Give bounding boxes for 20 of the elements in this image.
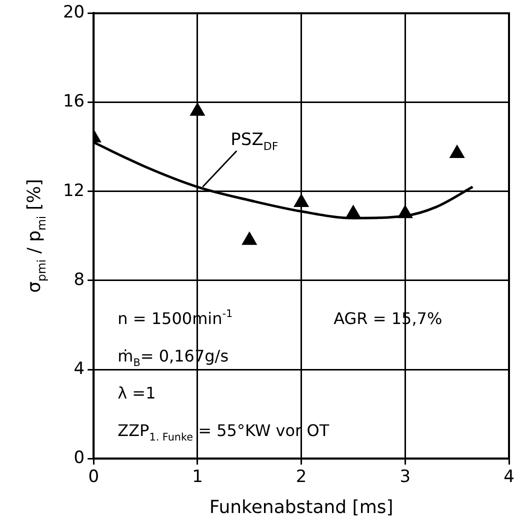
- y-tick-label: 4: [74, 358, 85, 379]
- y-tick-label: 12: [62, 180, 85, 201]
- point: [450, 145, 465, 158]
- y-tick-label: 20: [62, 2, 85, 23]
- point: [294, 194, 309, 207]
- y-axis-title: σpmi / pmi [%]: [24, 178, 48, 293]
- point: [242, 232, 257, 245]
- point: [190, 102, 205, 116]
- x-axis-title: Funkenabstand [ms]: [209, 497, 394, 518]
- x-tick-label: 0: [88, 467, 100, 488]
- annotation: λ =1: [118, 384, 156, 403]
- x-tick-label: 1: [192, 467, 203, 488]
- point: [398, 205, 413, 218]
- point: [346, 205, 361, 218]
- x-tick-label: 4: [504, 467, 514, 488]
- y-tick-label: 0: [74, 448, 85, 468]
- y-tick-label: 16: [62, 92, 85, 112]
- x-tick-label: 2: [296, 467, 307, 488]
- y-tick-label: 8: [74, 270, 85, 290]
- x-tick-label: 3: [400, 467, 411, 488]
